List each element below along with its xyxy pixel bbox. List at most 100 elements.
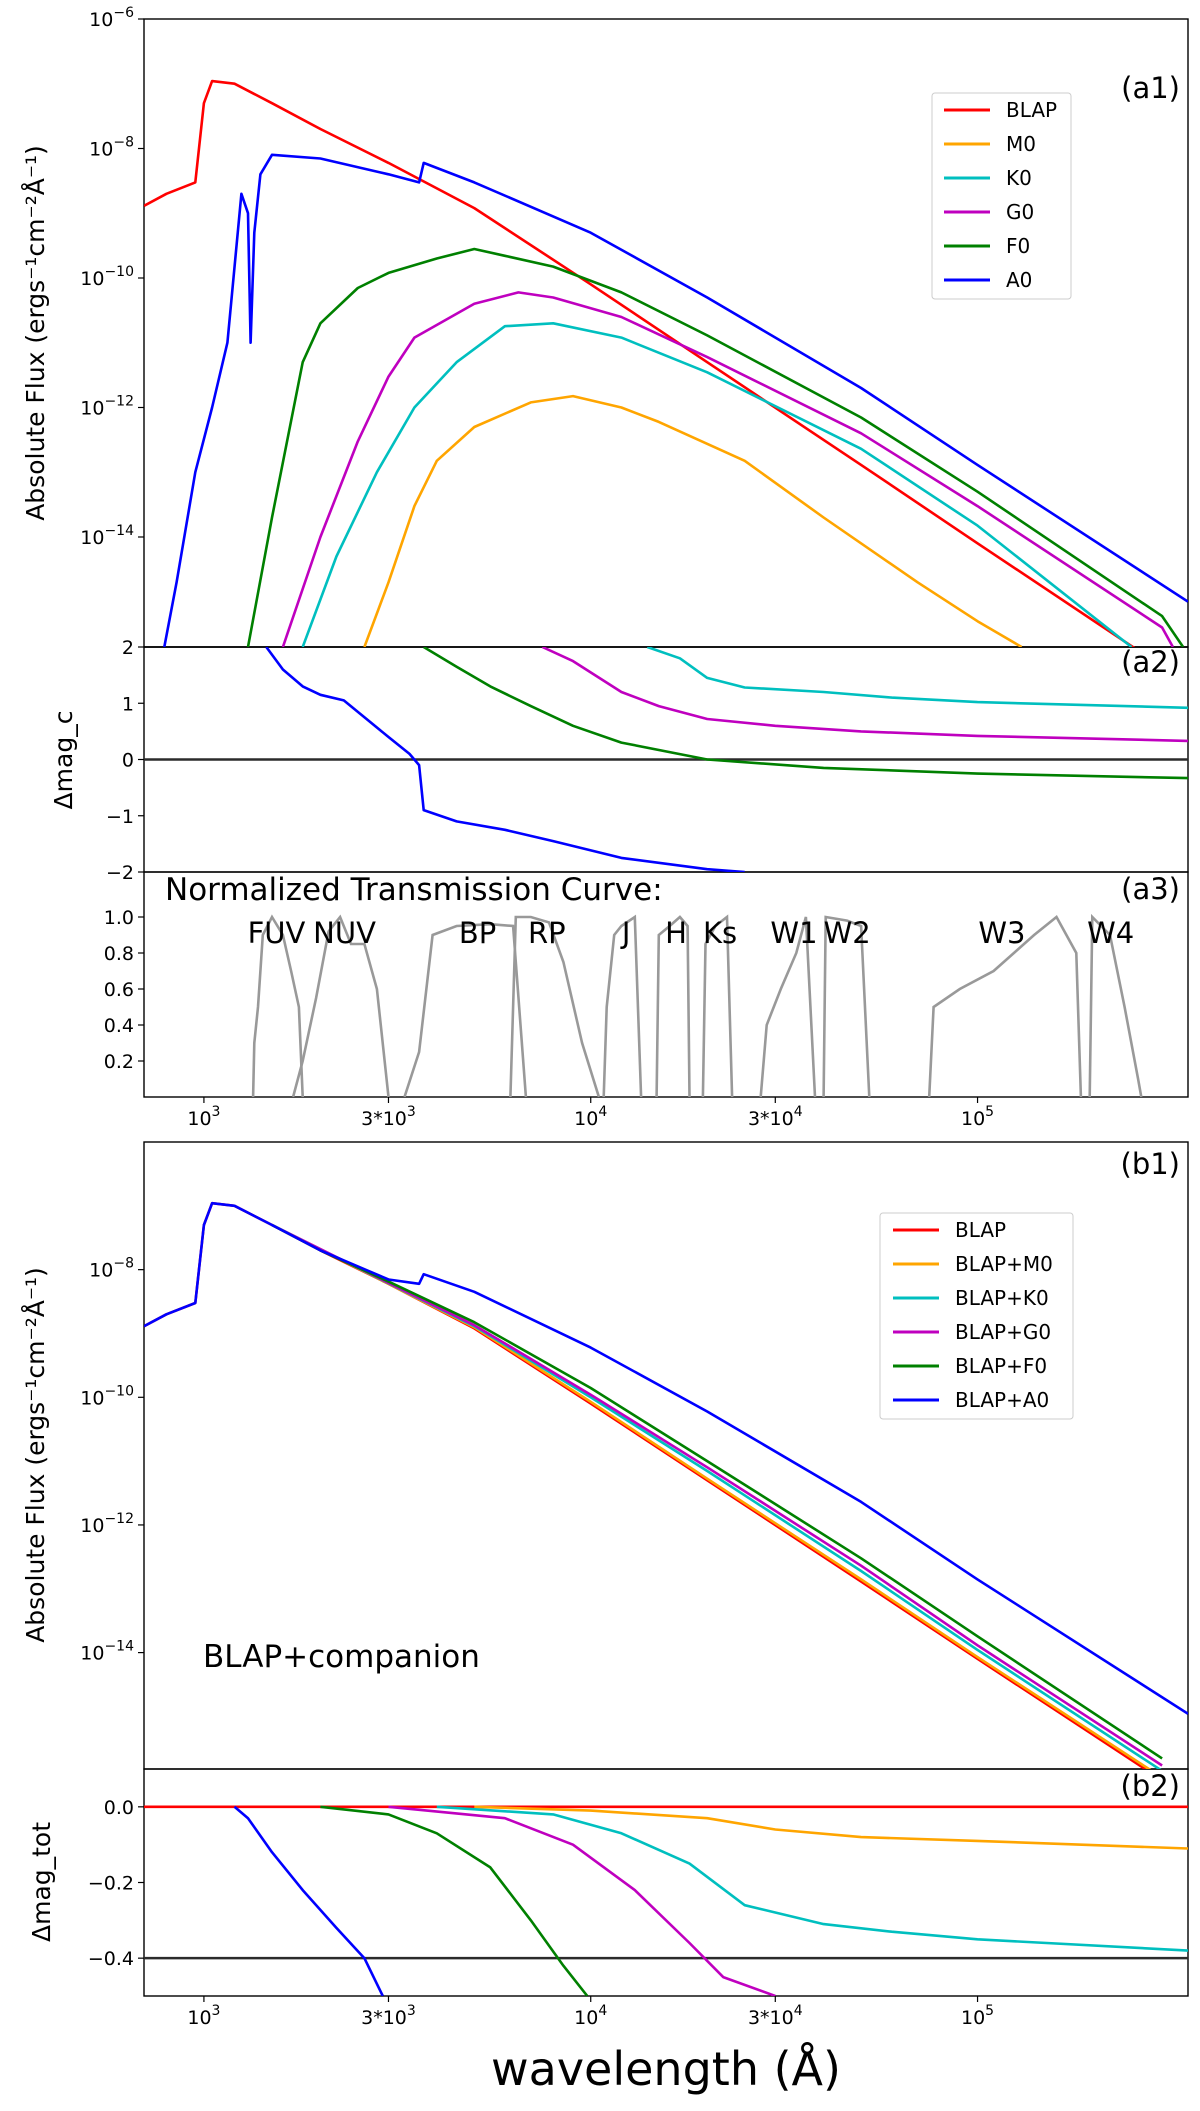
y-tick-label-a1: 10−8 — [89, 134, 134, 160]
y-tick-label-a1: 10−6 — [89, 5, 134, 31]
panel-label-a1: (a1) — [1121, 71, 1180, 105]
panel-label-a2: (a2) — [1121, 645, 1180, 679]
series-a2-f0 — [423, 647, 1188, 780]
y-tick-label-b2: −0.4 — [88, 1948, 134, 1970]
series-a1-f0 — [246, 247, 1185, 647]
legend-label-b1-blap: BLAP — [955, 1218, 1006, 1242]
legend-label-b1-blap-k0: BLAP+K0 — [955, 1286, 1049, 1310]
legend-label-a1-k0: K0 — [1006, 166, 1032, 190]
x-tick-label-a3: 105 — [961, 1104, 994, 1130]
series-b2-k0 — [436, 1805, 1188, 1952]
series-a1-a0 — [163, 153, 1188, 647]
y-tick-label-b2: 0.0 — [104, 1797, 134, 1819]
band-curve-w2 — [822, 915, 871, 1097]
panel-label-b2: (b2) — [1121, 1769, 1181, 1803]
a3-title: Normalized Transmission Curve: — [165, 872, 663, 908]
y-tick-label-a1: 10−10 — [80, 264, 134, 290]
legend-label-b1-blap-a0: BLAP+A0 — [955, 1388, 1049, 1412]
series-group-a3 — [251, 913, 1143, 1097]
y-tick-label-a2: 1 — [122, 693, 134, 715]
band-curve-w4 — [1088, 913, 1143, 1097]
series-layer: FUV NUV BP RP J H Ks W1 W2 W3 W4 — [144, 79, 1188, 1996]
series-group-a1 — [144, 79, 1188, 647]
x-tick-label-b2: 105 — [961, 2003, 994, 2029]
band-label-w2: W2 — [824, 916, 871, 950]
band-label-nuv: NUV — [313, 916, 376, 950]
x-tick-label-a3: 3*104 — [748, 1104, 803, 1130]
series-b2-m0 — [474, 1805, 1188, 1850]
ylabel-b1: Absolute Flux (ergs⁻¹cm⁻²Å⁻¹) — [21, 1267, 50, 1643]
series-b2-g0 — [388, 1805, 776, 1996]
series-a1-g0 — [281, 291, 1175, 647]
x-tick-label-a3: 3*103 — [361, 1104, 416, 1130]
band-curve-rp — [509, 915, 601, 1097]
legend-a1-box — [931, 92, 1072, 300]
legend-b1: BLAP BLAP+M0 BLAP+K0 BLAP+G0 BLAP+F0 BLAP+A0 — [893, 1218, 1053, 1412]
band-curve-w1 — [759, 916, 817, 1097]
y-tick-label-a3: 0.2 — [104, 1051, 134, 1073]
y-tick-label-a3: 0.4 — [104, 1015, 134, 1037]
ylabel-a2: Δmag_c — [49, 711, 78, 810]
panel-label-a3: (a3) — [1121, 872, 1180, 906]
y-tick-label-b1: 10−8 — [89, 1256, 134, 1282]
band-label-rp: RP — [528, 916, 566, 950]
y-tick-label-a3: 0.6 — [104, 979, 134, 1001]
x-axis-label: wavelength (Å) — [491, 2042, 841, 2096]
y-tick-label-a3: 1.0 — [104, 907, 134, 929]
y-tick-label-a2: 0 — [122, 750, 134, 772]
series-a2-k0 — [646, 647, 1188, 710]
band-label-ks: Ks — [703, 916, 737, 950]
legend-label-b1-blap-f0: BLAP+F0 — [955, 1354, 1047, 1378]
legend-label-a1-m0: M0 — [1006, 132, 1036, 156]
x-tick-label-b2: 3*103 — [361, 2003, 416, 2029]
y-tick-label-a1: 10−14 — [80, 523, 134, 549]
legend-label-a1-a0: A0 — [1006, 268, 1032, 292]
series-group-b1 — [144, 1201, 1188, 1769]
x-tick-label-b2: 3*104 — [748, 2003, 803, 2029]
legend-label-b1-blap-m0: BLAP+M0 — [955, 1252, 1053, 1276]
y-tick-label-a3: 0.8 — [104, 943, 134, 965]
band-curve-w3 — [927, 915, 1083, 1097]
band-label-fuv: FUV — [248, 916, 306, 950]
series-a1-k0 — [301, 322, 1133, 647]
legend-label-b1-blap-g0: BLAP+G0 — [955, 1320, 1051, 1344]
y-tick-label-b2: −0.2 — [88, 1873, 134, 1895]
y-tick-label-b1: 10−10 — [80, 1383, 134, 1409]
ylabel-a1: Absolute Flux (ergs⁻¹cm⁻²Å⁻¹) — [21, 145, 50, 521]
y-tick-label-b1: 10−14 — [80, 1639, 134, 1665]
x-tick-label-a3: 103 — [187, 1104, 220, 1130]
band-curve-nuv — [291, 914, 390, 1097]
y-tick-label-b1: 10−12 — [80, 1511, 134, 1537]
series-a1-blap — [144, 79, 1136, 647]
band-curve-ks — [701, 914, 734, 1097]
band-curve-j — [602, 914, 643, 1097]
band-curve-h — [655, 915, 691, 1097]
band-label-w4: W4 — [1087, 916, 1134, 950]
x-tick-label-b2: 104 — [574, 2003, 607, 2029]
series-b2-a0 — [233, 1805, 384, 1996]
series-a2-a0 — [265, 647, 745, 872]
band-curve-bp — [403, 922, 528, 1097]
band-label-bp: BP — [459, 916, 496, 950]
band-label-j: J — [620, 916, 631, 950]
x-tick-label-b2: 103 — [187, 2003, 220, 2029]
band-label-h: H — [665, 916, 687, 950]
series-group-b2 — [144, 1805, 1188, 1996]
y-tick-label-a2: 2 — [122, 637, 134, 659]
series-b1-blap-g0 — [271, 1223, 1163, 1767]
frame-b2 — [143, 1768, 1189, 1997]
series-a1-m0 — [363, 394, 1023, 647]
band-label-w3: W3 — [978, 916, 1025, 950]
ylabel-b2: Δmag_tot — [27, 1822, 56, 1942]
series-b2-f0 — [320, 1805, 589, 1996]
series-a2-g0 — [541, 647, 1188, 743]
b1-annotation: BLAP+companion — [203, 1639, 480, 1675]
frame-a3 — [143, 871, 1189, 1098]
series-group-a2 — [144, 647, 1188, 872]
y-tick-label-a1: 10−12 — [80, 393, 134, 419]
y-tick-label-a2: −1 — [106, 806, 134, 828]
legend-label-a1-f0: F0 — [1006, 234, 1030, 258]
panel-label-b1: (b1) — [1121, 1147, 1181, 1181]
